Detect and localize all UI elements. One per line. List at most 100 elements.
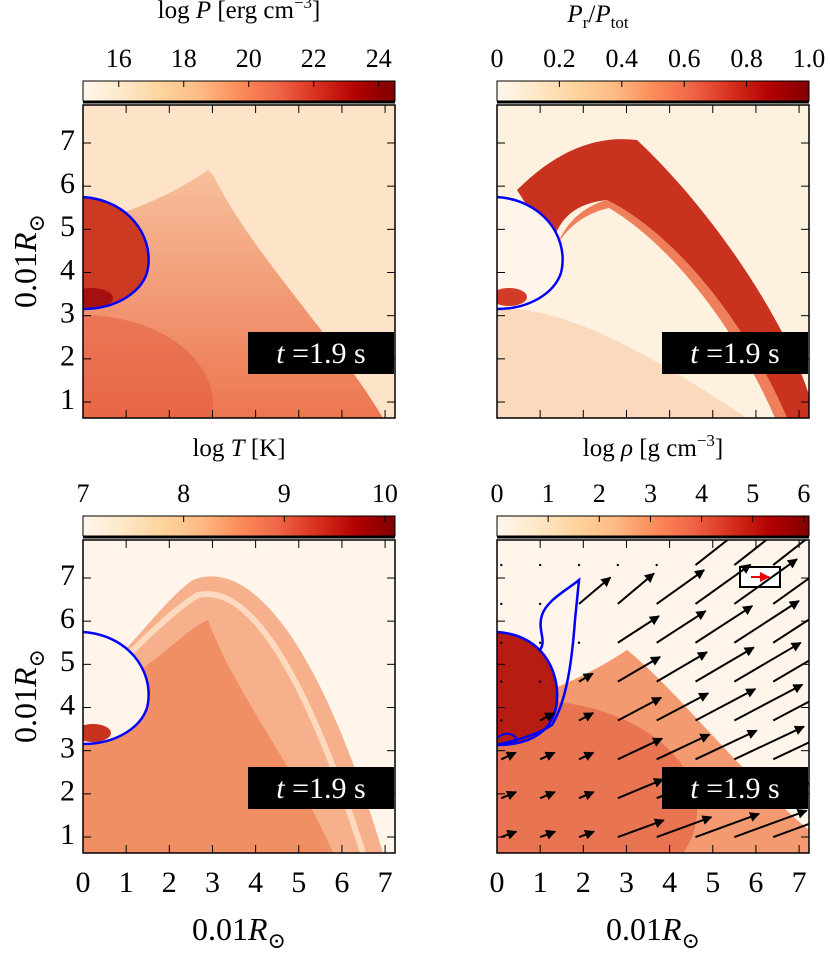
annotation-var: t xyxy=(690,337,699,370)
vector-dot xyxy=(500,719,503,722)
vector xyxy=(500,790,518,801)
x-tick-label: 5 xyxy=(291,866,306,899)
vector xyxy=(656,692,710,722)
vector xyxy=(772,822,809,838)
vector-dot xyxy=(538,680,542,683)
x-tick-label: 0 xyxy=(490,866,505,899)
vector xyxy=(500,829,518,840)
colorbar-tick-label: 24 xyxy=(366,44,392,73)
colorbar-title: log T [K] xyxy=(192,435,285,462)
colorbar xyxy=(82,515,396,537)
vector-dot xyxy=(500,563,503,567)
x-tick-label: 6 xyxy=(334,866,349,899)
vector xyxy=(733,683,804,722)
vector-dot xyxy=(655,563,658,567)
plot-frame xyxy=(496,104,810,419)
vector xyxy=(617,655,661,683)
x-tick-label: 7 xyxy=(792,866,807,899)
x-tick-label: 5 xyxy=(705,866,720,899)
vector-dot xyxy=(500,680,503,683)
colorbar-tick-label: 3 xyxy=(644,479,657,508)
colorbar-tick-label: 0 xyxy=(491,479,504,508)
annotation-text: =1.9 s xyxy=(285,772,366,805)
colorbar xyxy=(496,515,810,537)
vector xyxy=(578,790,595,801)
vector-dot xyxy=(538,641,542,644)
colorbar-tick-label: 7 xyxy=(77,479,90,508)
colorbar-tick-label: 22 xyxy=(301,44,327,73)
annotation: t =1.9 s xyxy=(276,772,365,805)
colorbar-tick-label: 20 xyxy=(236,44,262,73)
annotation-var: t xyxy=(276,337,285,370)
vector xyxy=(539,751,556,761)
y-tick-label: 5 xyxy=(60,645,75,678)
vector xyxy=(694,540,730,566)
plot-frame xyxy=(82,104,396,419)
colorbar-tick-label: 10 xyxy=(372,479,398,508)
plot-frame xyxy=(496,539,810,854)
vector xyxy=(733,725,805,761)
x-tick-label: 1 xyxy=(119,866,134,899)
vector xyxy=(772,659,809,683)
x-tick-label: 2 xyxy=(162,866,177,899)
vector xyxy=(617,778,664,800)
vector-dot xyxy=(616,563,620,567)
vector xyxy=(695,646,755,683)
colorbar-tick-label: 8 xyxy=(177,479,190,508)
vector-dot xyxy=(538,563,542,567)
colorbar-tick-label: 5 xyxy=(746,479,759,508)
y-axis-label: 0.01R⊙ xyxy=(7,649,49,743)
vector xyxy=(578,712,595,722)
y-tick-label: 7 xyxy=(60,124,75,157)
vector xyxy=(695,729,758,761)
vector xyxy=(656,610,707,644)
y-tick-label: 3 xyxy=(60,297,75,330)
y-tick-label: 1 xyxy=(60,383,75,416)
vector xyxy=(578,751,595,761)
vector xyxy=(617,818,665,838)
vector xyxy=(500,751,517,761)
x-tick-label: 7 xyxy=(378,866,393,899)
vector xyxy=(578,672,594,683)
colorbar-tick-label: 18 xyxy=(171,44,197,73)
colorbar-tick-label: 0.2 xyxy=(543,44,576,73)
vector-dot xyxy=(577,641,581,644)
annotation: t =1.9 s xyxy=(276,337,365,370)
y-tick-label: 3 xyxy=(60,732,75,765)
vector xyxy=(694,605,754,644)
vector xyxy=(695,688,757,722)
x-tick-label: 2 xyxy=(576,866,591,899)
vector xyxy=(733,600,800,644)
vector-dot xyxy=(500,602,503,606)
x-axis-label: 0.01R⊙ xyxy=(606,911,700,953)
vector xyxy=(617,696,663,722)
x-tick-label: 1 xyxy=(533,866,548,899)
annotation: t =1.9 s xyxy=(690,772,779,805)
vector xyxy=(772,741,809,761)
vector xyxy=(539,790,556,801)
annotation-box xyxy=(662,332,808,374)
vector xyxy=(539,712,556,722)
colorbar-tick-label: 1 xyxy=(542,479,555,508)
y-tick-label: 4 xyxy=(60,688,75,721)
colorbar-title: log P [erg cm−3] xyxy=(158,0,321,24)
annotation: t =1.9 s xyxy=(690,337,779,370)
vector xyxy=(656,569,705,605)
annotation-text: =1.9 s xyxy=(285,337,366,370)
vector xyxy=(695,812,760,838)
vector xyxy=(617,572,655,605)
annotation-var: t xyxy=(276,772,285,805)
annotation-box xyxy=(248,332,394,374)
vector xyxy=(578,576,612,605)
y-axis-label: 0.01R⊙ xyxy=(7,214,49,308)
annotation-text: =1.9 s xyxy=(699,337,780,370)
vector-dot xyxy=(538,602,542,606)
vector xyxy=(733,641,802,683)
colorbar-tick-label: 0 xyxy=(491,44,504,73)
colorbar xyxy=(496,80,810,102)
annotation-box xyxy=(248,767,394,809)
y-tick-label: 1 xyxy=(60,818,75,851)
x-axis-label: 0.01R⊙ xyxy=(192,911,286,953)
annotation-box xyxy=(662,767,808,809)
